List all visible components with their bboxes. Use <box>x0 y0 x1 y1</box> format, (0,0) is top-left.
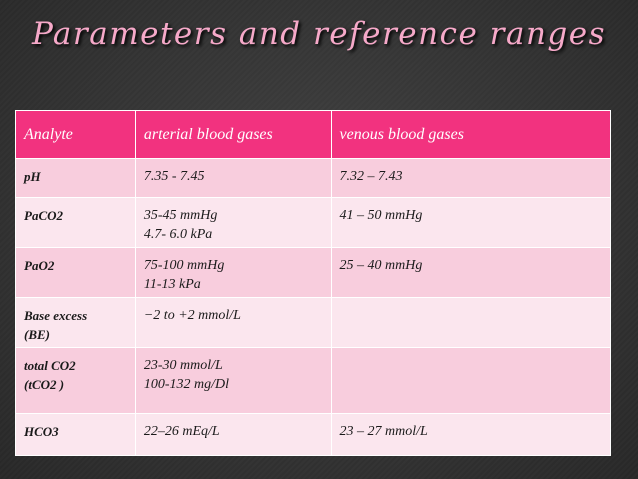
cell-text: 4.7- 6.0 kPa <box>143 227 213 242</box>
table-cell: PaO2 <box>15 247 136 298</box>
cell-text: HCO3 <box>24 424 59 439</box>
table-cell: 41 – 50 mmHg <box>330 197 612 248</box>
table-cell: −2 to +2 mmol/L <box>134 297 332 348</box>
cell-text: total CO2 <box>24 358 76 373</box>
cell-text: (tCO2 ) <box>24 377 65 392</box>
cell-text: 75-100 mmHg <box>143 258 225 273</box>
table-row: Base excess (BE) −2 to +2 mmol/L <box>15 297 612 348</box>
cell-text: 7.32 – 7.43 <box>339 169 403 184</box>
table-cell: total CO2 (tCO2 ) <box>15 347 136 414</box>
table-row: PaCO2 35-45 mmHg 4.7- 6.0 kPa 41 – 50 mmHg <box>15 197 612 248</box>
header-cell: Analyte <box>15 110 136 159</box>
cell-text: 22–26 mEq/L <box>143 424 220 439</box>
table-cell: 22–26 mEq/L <box>134 413 332 456</box>
table-cell: pH <box>15 158 136 198</box>
reference-table: Analyte arterial blood gases venous blood … <box>15 110 612 456</box>
table-cell: 23 – 27 mmol/L <box>330 413 612 456</box>
cell-text: −2 to +2 mmol/L <box>143 308 241 323</box>
cell-text: PaO2 <box>24 258 55 273</box>
cell-text: 41 – 50 mmHg <box>339 208 423 223</box>
table-cell <box>330 297 612 348</box>
table-body: pH 7.35 - 7.45 7.32 – 7.43 PaCO2 35-45 mmHg 4… <box>15 158 612 456</box>
table-cell <box>330 347 612 414</box>
slide-title: Parameters and reference ranges <box>31 16 607 52</box>
table-row: HCO3 22–26 mEq/L 23 – 27 mmol/L <box>15 413 612 456</box>
table-row: PaO2 75-100 mmHg 11-13 kPa 25 – 40 mmHg <box>15 247 612 298</box>
cell-text: 100-132 mg/Dl <box>143 377 230 392</box>
table-cell: 35-45 mmHg 4.7- 6.0 kPa <box>134 197 332 248</box>
cell-text: 23-30 mmol/L <box>143 358 223 373</box>
cell-text: Base excess <box>24 308 88 323</box>
cell-text: 25 – 40 mmHg <box>339 258 423 273</box>
table-cell: 7.35 - 7.45 <box>134 158 332 198</box>
table-cell: 75-100 mmHg 11-13 kPa <box>134 247 332 298</box>
header-row: Analyte arterial blood gases venous blood … <box>15 110 612 159</box>
cell-text: (BE) <box>24 327 50 342</box>
cell-text: PaCO2 <box>24 208 63 223</box>
header-cell: arterial blood gases <box>134 110 332 159</box>
table-cell: 25 – 40 mmHg <box>330 247 612 298</box>
table-cell: PaCO2 <box>15 197 136 248</box>
cell-text: pH <box>24 169 41 184</box>
table-row: pH 7.35 - 7.45 7.32 – 7.43 <box>15 158 612 198</box>
table-cell: Base excess (BE) <box>15 297 136 348</box>
cell-text: 11-13 kPa <box>143 277 201 292</box>
table-cell: HCO3 <box>15 413 136 456</box>
cell-text: 35-45 mmHg <box>143 208 218 223</box>
cell-text: 7.35 - 7.45 <box>143 169 205 184</box>
table-cell: 7.32 – 7.43 <box>330 158 612 198</box>
header-cell: venous blood gases <box>330 110 612 159</box>
table-cell: 23-30 mmol/L 100-132 mg/Dl <box>134 347 332 414</box>
cell-text: 23 – 27 mmol/L <box>339 424 428 439</box>
table-row: total CO2 (tCO2 ) 23-30 mmol/L 100-132 mg/D… <box>15 347 612 414</box>
